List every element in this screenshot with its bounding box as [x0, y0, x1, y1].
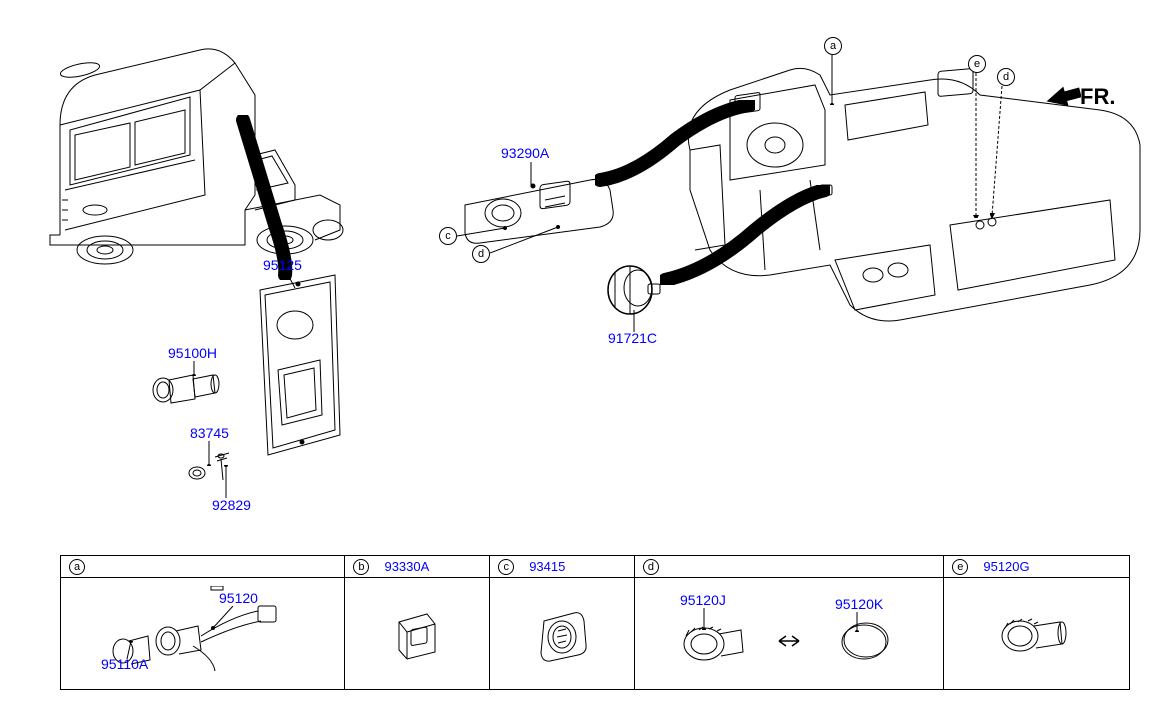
label-95100H[interactable]: 95100H — [168, 345, 217, 361]
leader-95100H — [190, 361, 198, 376]
cell-header-c: c 93415 — [490, 556, 634, 578]
label-95125[interactable]: 95125 — [263, 257, 302, 273]
cell-letter-e: e — [952, 559, 968, 575]
label-91721C[interactable]: 91721C — [608, 330, 657, 346]
leader-95120 — [211, 606, 236, 631]
label-95120J[interactable]: 95120J — [680, 592, 726, 608]
label-92829[interactable]: 92829 — [212, 497, 251, 513]
label-95120G[interactable]: 95120G — [983, 559, 1029, 574]
leader-93290A — [524, 162, 539, 187]
label-95120K[interactable]: 95120K — [835, 596, 883, 612]
leader-83745 — [205, 441, 213, 466]
callout-a: a — [824, 37, 842, 55]
cell-header-a: a — [61, 556, 344, 578]
cell-header-d: d — [635, 556, 943, 578]
table-cell-b: b 93330A — [345, 556, 490, 689]
connector-switch-to-dash — [595, 100, 755, 190]
table-cell-d: d 95120J 95120K — [635, 556, 944, 689]
callout-d-leader — [990, 86, 1005, 218]
cigar-lighter-plug-illustration — [145, 365, 225, 410]
label-93290A[interactable]: 93290A — [501, 145, 549, 161]
leader-91721C — [630, 310, 638, 332]
leader-95120J — [700, 608, 710, 630]
leader-95120K — [853, 612, 861, 632]
leader-95125 — [283, 273, 298, 288]
label-93415[interactable]: 93415 — [529, 559, 565, 574]
part-e-illustration — [992, 604, 1082, 664]
mounting-panel-illustration — [240, 270, 350, 460]
table-cell-e: e 95120G — [944, 556, 1129, 689]
parts-table: a 95110A 95120 — [60, 555, 1130, 690]
label-93330A[interactable]: 93330A — [384, 559, 429, 574]
cell-letter-b: b — [353, 559, 369, 575]
callout-d-dash: d — [997, 68, 1015, 86]
leader-92829 — [222, 465, 230, 498]
part-c-illustration — [530, 601, 595, 666]
connector-truck-to-panel — [225, 115, 305, 280]
leader-d-switch — [490, 225, 560, 255]
table-cell-a: a 95110A 95120 — [61, 556, 345, 689]
callout-d-switch: d — [472, 245, 490, 263]
cell-letter-a: a — [69, 559, 85, 575]
part-b-illustration — [387, 604, 447, 664]
cell-letter-d: d — [643, 559, 659, 575]
callout-c-switch: c — [439, 227, 457, 245]
cell-header-b: b 93330A — [345, 556, 489, 578]
leader-95110A — [123, 641, 133, 659]
label-95120[interactable]: 95120 — [219, 590, 258, 606]
connector-sensor-to-dash — [660, 185, 830, 285]
table-cell-c: c 93415 — [490, 556, 635, 689]
label-83745[interactable]: 83745 — [190, 425, 229, 441]
callout-e-dash: e — [968, 55, 986, 73]
callout-a-leader — [828, 55, 836, 105]
cell-header-e: e 95120G — [944, 556, 1129, 578]
callout-e-leader — [972, 73, 980, 218]
cell-letter-c: c — [498, 559, 514, 575]
